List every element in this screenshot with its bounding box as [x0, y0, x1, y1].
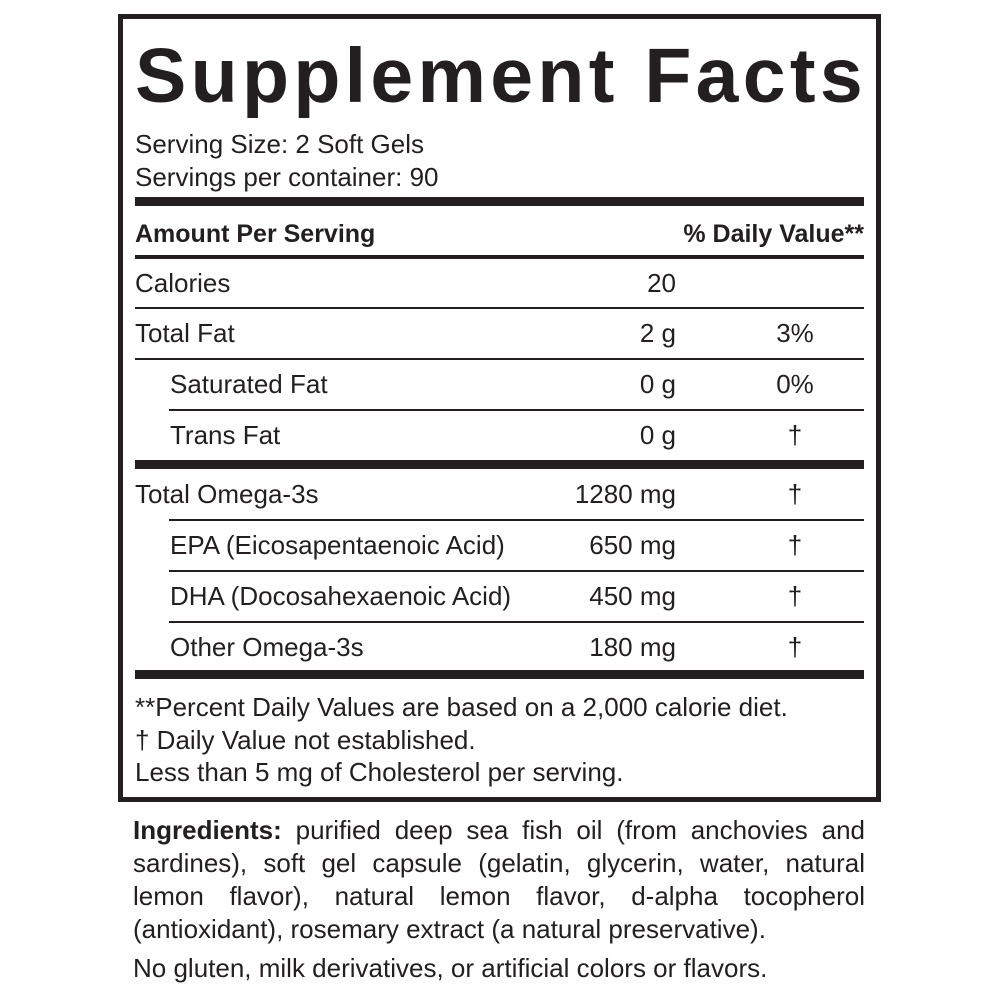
table-header: Amount Per Serving % Daily Value** — [135, 214, 864, 254]
nutrient-amount: 0 g — [639, 420, 676, 450]
nutrient-dv: † — [787, 530, 803, 560]
row-divider — [135, 307, 864, 309]
nutrient-amount: 20 — [647, 268, 676, 298]
row-divider — [169, 570, 864, 572]
nutrient-row-epa: EPA (Eicosapentaenoic Acid) 650 mg † — [135, 521, 864, 570]
nutrient-amount: 0 g — [639, 369, 676, 399]
panel-title: Supplement Facts — [135, 33, 867, 119]
nutrient-amount: 1280 mg — [574, 479, 676, 509]
footnote-cholesterol: Less than 5 mg of Cholesterol per servin… — [135, 757, 624, 787]
row-divider — [169, 409, 864, 411]
thick-divider — [135, 460, 864, 469]
serving-size: Serving Size: 2 Soft Gels — [135, 129, 425, 159]
nutrient-amount: 2 g — [639, 318, 676, 348]
servings-per-container: Servings per container: 90 — [135, 162, 439, 192]
allergen-note: No gluten, milk derivatives, or artifici… — [133, 953, 768, 983]
row-divider — [135, 358, 864, 360]
nutrient-row-total-fat: Total Fat 2 g 3% — [135, 309, 864, 358]
nutrient-dv: † — [787, 479, 803, 509]
nutrient-dv: 0% — [776, 369, 814, 399]
supplement-facts-panel: Supplement Facts Serving Size: 2 Soft Ge… — [118, 14, 881, 802]
footnote-dagger: † Daily Value not established. — [135, 725, 476, 755]
ingredients-label: Ingredients: — [133, 815, 282, 845]
nutrient-name: Total Omega-3s — [135, 479, 319, 509]
footnote-daily-values: **Percent Daily Values are based on a 2,… — [135, 692, 788, 722]
thick-divider — [135, 670, 864, 679]
nutrient-row-saturated-fat: Saturated Fat 0 g 0% — [135, 360, 864, 409]
nutrient-name: EPA (Eicosapentaenoic Acid) — [170, 530, 505, 560]
nutrient-name: DHA (Docosahexaenoic Acid) — [170, 581, 512, 611]
nutrient-row-trans-fat: Trans Fat 0 g † — [135, 411, 864, 460]
nutrient-dv: † — [787, 581, 803, 611]
nutrient-name: Trans Fat — [170, 420, 281, 450]
nutrient-amount: 450 mg — [589, 581, 676, 611]
nutrient-name: Calories — [135, 268, 231, 298]
daily-value-header: % Daily Value** — [683, 220, 864, 248]
nutrient-row-total-omega-3s: Total Omega-3s 1280 mg † — [135, 470, 864, 519]
nutrient-dv: † — [787, 632, 803, 662]
ingredients-statement: Ingredients: purified deep sea fish oil … — [133, 814, 865, 946]
nutrient-amount: 650 mg — [589, 530, 676, 560]
nutrient-dv: † — [787, 420, 803, 450]
amount-per-serving-header: Amount Per Serving — [135, 220, 376, 248]
row-divider — [169, 519, 864, 521]
nutrient-name: Saturated Fat — [170, 369, 328, 399]
nutrient-row-other-omega-3s: Other Omega-3s 180 mg † — [135, 623, 864, 672]
nutrient-row-dha: DHA (Docosahexaenoic Acid) 450 mg † — [135, 572, 864, 621]
thick-divider — [135, 197, 864, 206]
ingredients-text: purified deep sea fish oil (from anchovi… — [133, 815, 865, 944]
row-divider — [169, 621, 864, 623]
header-divider — [135, 255, 864, 259]
nutrient-name: Other Omega-3s — [170, 632, 364, 662]
nutrient-name: Total Fat — [135, 318, 235, 348]
nutrient-dv: 3% — [776, 318, 814, 348]
nutrient-row-calories: Calories 20 — [135, 259, 864, 308]
nutrient-amount: 180 mg — [589, 632, 676, 662]
